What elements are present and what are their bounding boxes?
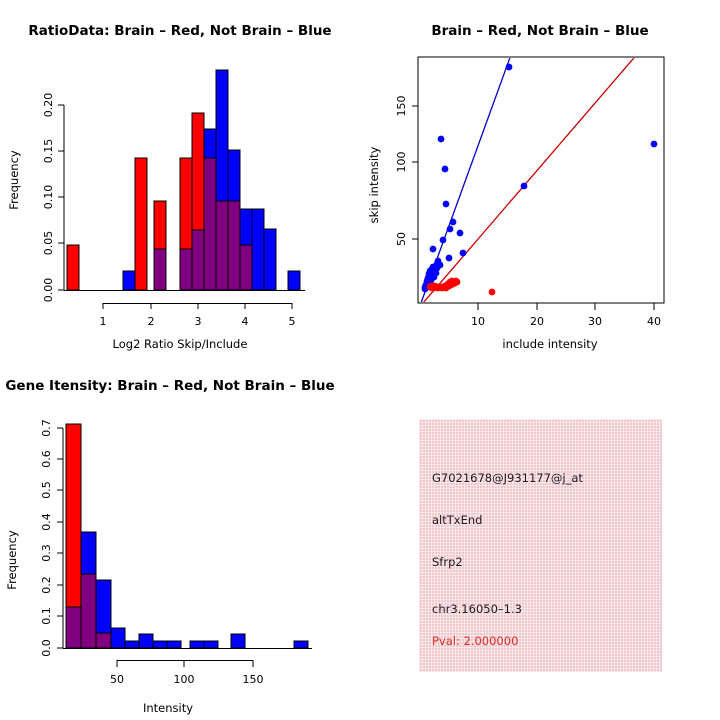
- svg-text:0.20: 0.20: [42, 93, 55, 118]
- locus-text: chr3.16050–1.3: [432, 602, 522, 616]
- svg-text:40: 40: [647, 315, 661, 328]
- panel-gene-info: G7021678@J931177@j_at altTxEnd Sfrp2 chr…: [419, 419, 662, 672]
- svg-text:150: 150: [395, 96, 408, 117]
- svg-text:50: 50: [110, 673, 124, 686]
- scatter-svg: Brain – Red, Not Brain – Blue skip inten…: [367, 23, 665, 351]
- svg-text:0.0: 0.0: [40, 639, 53, 657]
- svg-text:2: 2: [148, 315, 155, 328]
- svg-text:0.10: 0.10: [42, 185, 55, 210]
- svg-text:0.3: 0.3: [40, 544, 53, 562]
- scatter-points-brain: [426, 277, 496, 296]
- ratio-histogram-xaxis: 1 2 3 4 5: [100, 303, 296, 328]
- scatter-title: Brain – Red, Not Brain – Blue: [431, 23, 648, 39]
- scatter-fit-line-red: [423, 58, 635, 302]
- svg-text:0.7: 0.7: [40, 419, 53, 437]
- svg-text:0.5: 0.5: [40, 481, 53, 499]
- svg-text:0.00: 0.00: [42, 278, 55, 303]
- pval-text: Pval: 2.000000: [432, 634, 519, 648]
- svg-text:0.6: 0.6: [40, 450, 53, 468]
- svg-text:30: 30: [588, 315, 602, 328]
- svg-text:0.2: 0.2: [40, 576, 53, 594]
- ratio-histogram-title: RatioData: Brain – Red, Not Brain – Blue: [28, 23, 331, 39]
- ratio-histogram-bars: [64, 69, 305, 291]
- ratio-histogram-svg: RatioData: Brain – Red, Not Brain – Blue…: [7, 23, 332, 351]
- scatter-plot-box: [417, 56, 665, 304]
- svg-text:150: 150: [243, 673, 264, 686]
- svg-text:5: 5: [289, 315, 296, 328]
- gene-histogram-xaxis: 50 100 150: [110, 660, 264, 686]
- scatter-yaxis: 150 100 50: [395, 96, 418, 246]
- svg-text:100: 100: [395, 152, 408, 173]
- probe-id-text: G7021678@J931177@j_at: [432, 471, 583, 485]
- scatter-points-not-brain: [421, 63, 658, 293]
- svg-text:100: 100: [174, 673, 195, 686]
- event-type-text: altTxEnd: [432, 513, 483, 527]
- panel-intensity-scatter: Brain – Red, Not Brain – Blue skip inten…: [360, 0, 720, 360]
- scatter-xaxis: 10 20 30 40: [471, 303, 661, 328]
- panel-ratio-histogram: RatioData: Brain – Red, Not Brain – Blue…: [0, 0, 360, 360]
- svg-text:0.15: 0.15: [42, 139, 55, 164]
- gene-histogram-ylabel: Frequency: [5, 530, 19, 590]
- scatter-xlabel: include intensity: [502, 337, 597, 351]
- scatter-ylabel: skip intensity: [367, 146, 381, 223]
- svg-text:50: 50: [395, 232, 408, 246]
- gene-histogram-svg: Gene Itensity: Brain – Red, Not Brain – …: [5, 378, 335, 715]
- ratio-histogram-yaxis: 0.20 0.15 0.10 0.05 0.00: [42, 93, 65, 303]
- svg-text:4: 4: [242, 315, 249, 328]
- svg-text:3: 3: [195, 315, 202, 328]
- svg-text:0.1: 0.1: [40, 607, 53, 625]
- svg-text:0.05: 0.05: [42, 231, 55, 256]
- ratio-histogram-xlabel: Log2 Ratio Skip/Include: [113, 337, 248, 351]
- svg-text:20: 20: [530, 315, 544, 328]
- svg-text:0.4: 0.4: [40, 513, 53, 531]
- svg-text:1: 1: [100, 315, 107, 328]
- gene-histogram-xlabel: Intensity: [143, 701, 193, 715]
- svg-text:10: 10: [471, 315, 485, 328]
- gene-histogram-title: Gene Itensity: Brain – Red, Not Brain – …: [5, 378, 334, 394]
- ratio-histogram-ylabel: Frequency: [7, 150, 21, 210]
- gene-histogram-bars: [63, 423, 312, 649]
- panel-gene-intensity-histogram: Gene Itensity: Brain – Red, Not Brain – …: [0, 360, 360, 720]
- gene-histogram-yaxis: 0.7 0.6 0.5 0.4 0.3 0.2 0.1 0.0: [40, 419, 64, 657]
- gene-symbol-text: Sfrp2: [432, 555, 463, 569]
